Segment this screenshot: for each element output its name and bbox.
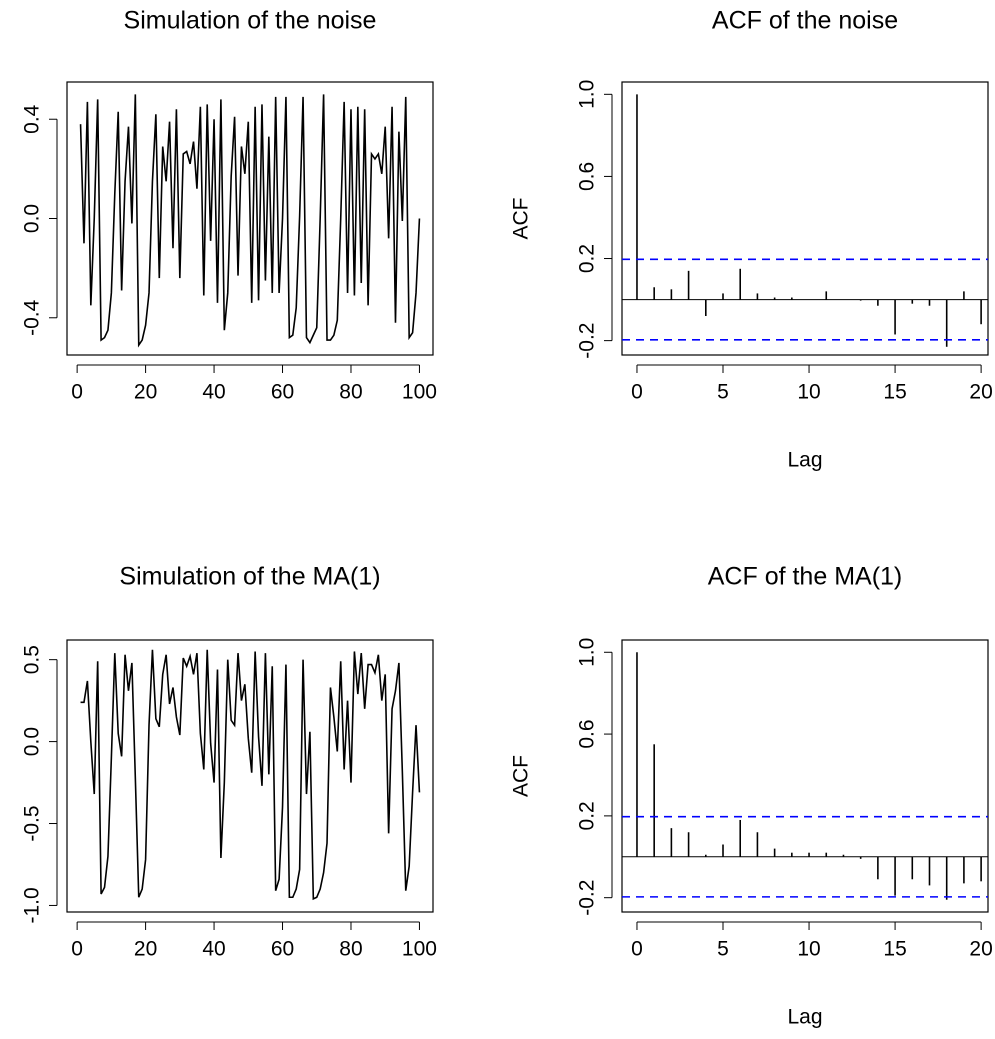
- series-line: [79, 94, 421, 348]
- x-tick-label: 100: [402, 938, 437, 961]
- panel-title: ACF of the noise: [712, 7, 898, 35]
- x-tick-label: 20: [969, 938, 992, 961]
- plot-box: [66, 639, 434, 913]
- plot-box: [621, 81, 989, 356]
- x-tick-label: 5: [717, 381, 729, 404]
- x-axis-label: Lag: [787, 1006, 822, 1029]
- panel-title: ACF of the MA(1): [708, 563, 903, 591]
- x-tick-label: 20: [134, 381, 157, 404]
- y-axis-label: ACF: [510, 755, 533, 797]
- y-tick-label: 0.6: [576, 719, 599, 748]
- series-line: [80, 649, 421, 901]
- panel-title: Simulation of the noise: [124, 7, 377, 35]
- y-tick-label: 0.0: [21, 204, 44, 233]
- x-tick-label: 40: [202, 381, 225, 404]
- y-tick-label: 1.0: [576, 638, 599, 667]
- plot-box: [66, 81, 434, 356]
- y-tick-label: 0.4: [21, 104, 44, 134]
- y-tick-label: 0.2: [576, 801, 599, 830]
- y-tick-label: -0.4: [21, 299, 44, 336]
- x-tick-label: 80: [339, 938, 362, 961]
- x-tick-label: 60: [271, 938, 294, 961]
- y-tick-label: 0.2: [576, 244, 599, 273]
- y-tick-label: 0.5: [21, 645, 44, 674]
- x-tick-label: 80: [339, 381, 362, 404]
- x-tick-label: 0: [71, 938, 83, 961]
- x-tick-label: 0: [631, 938, 643, 961]
- y-tick-label: -0.5: [21, 805, 44, 841]
- x-tick-label: 10: [797, 938, 820, 961]
- y-tick-label: 0.0: [21, 727, 44, 756]
- y-tick-label: -1.0: [21, 887, 44, 923]
- x-tick-label: 15: [883, 381, 906, 404]
- y-tick-label: 1.0: [576, 80, 599, 109]
- x-tick-label: 0: [631, 381, 643, 404]
- panel-title: Simulation of the MA(1): [119, 563, 380, 591]
- x-tick-label: 10: [797, 381, 820, 404]
- x-tick-label: 20: [969, 381, 992, 404]
- plot-box: [621, 639, 989, 913]
- y-tick-label: -0.2: [576, 323, 599, 359]
- y-axis-label: ACF: [510, 198, 533, 240]
- x-axis-label: Lag: [787, 449, 822, 472]
- x-tick-label: 20: [134, 938, 157, 961]
- y-tick-label: -0.2: [576, 880, 599, 916]
- x-tick-label: 0: [71, 381, 83, 404]
- x-tick-label: 15: [883, 938, 906, 961]
- x-tick-label: 5: [717, 938, 729, 961]
- x-tick-label: 40: [202, 938, 225, 961]
- y-tick-label: 0.6: [576, 162, 599, 191]
- x-tick-label: 100: [402, 381, 437, 404]
- x-tick-label: 60: [271, 381, 294, 404]
